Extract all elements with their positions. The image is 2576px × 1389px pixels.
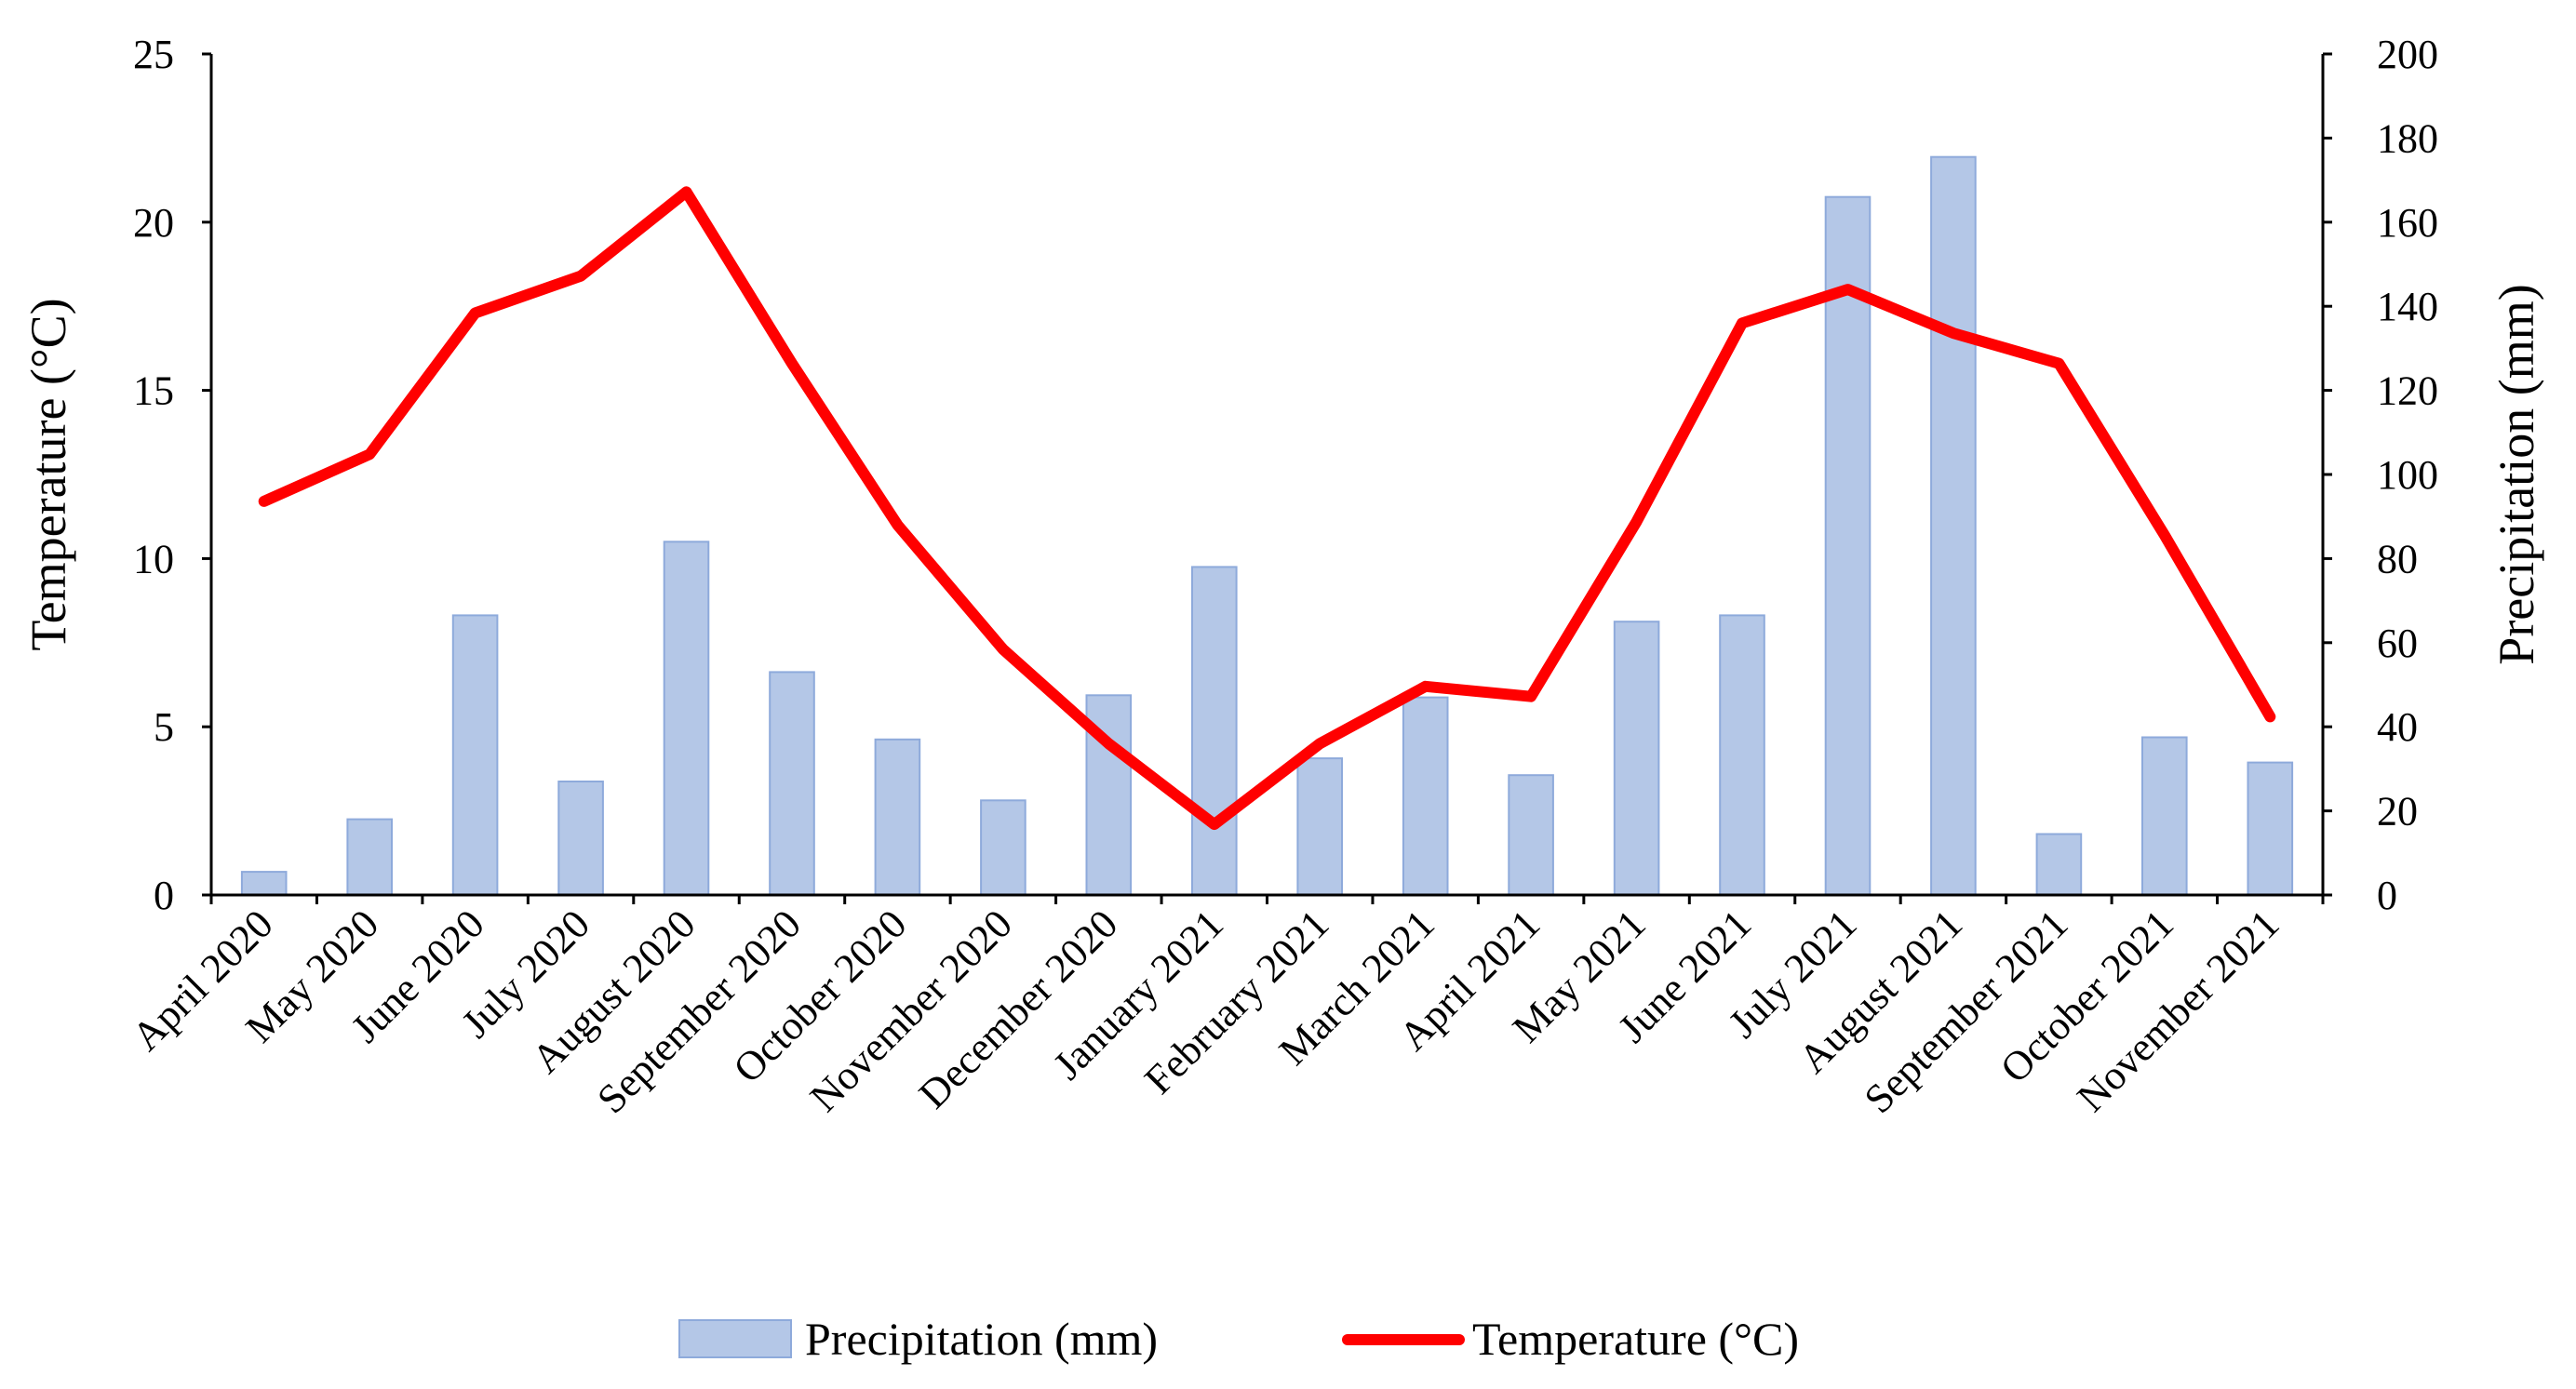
precipitation-bar [769, 671, 815, 897]
precipitation-bar [1508, 774, 1554, 897]
precipitation-bar [451, 614, 499, 897]
precipitation-bar [240, 871, 288, 896]
right-y-ticks: 0 20 40 60 80 100 120 140 160 180 200 [2323, 32, 2438, 918]
right-tick-label: 160 [2377, 200, 2438, 246]
left-tick-label: 0 [154, 873, 174, 918]
left-tick-label: 25 [133, 32, 174, 77]
axes [209, 54, 2325, 897]
right-tick-label: 100 [2377, 452, 2438, 498]
x-tick-label: February 2021 [1135, 901, 1337, 1102]
temperature-line [258, 186, 2276, 831]
legend-temperature-label: Temperature (°C) [1472, 1313, 1799, 1365]
right-axis-title: Precipitation (mm) [2489, 284, 2544, 664]
precipitation-bar [1824, 195, 1872, 896]
right-tick-label: 140 [2377, 284, 2438, 329]
legend: Precipitation (mm) Temperature (°C) [678, 1313, 1799, 1365]
right-tick-label: 200 [2377, 32, 2438, 77]
precipitation-bars [240, 155, 2294, 897]
precipitation-bar [663, 541, 710, 896]
left-axis-title: Temperature (°C) [20, 298, 76, 650]
precipitation-bar [874, 738, 921, 896]
precipitation-bar [346, 818, 393, 896]
precipitation-bar [2035, 833, 2083, 896]
right-tick-label: 20 [2377, 789, 2418, 835]
precipitation-bar [1930, 155, 1977, 896]
left-tick-label: 10 [133, 536, 174, 581]
left-y-ticks: 0 5 10 15 20 25 [133, 32, 211, 918]
legend-precipitation-swatch [678, 1319, 792, 1358]
precipitation-bar [1402, 696, 1449, 896]
left-tick-label: 15 [133, 368, 174, 414]
precipitation-bar [2247, 761, 2294, 896]
left-tick-label: 5 [154, 704, 174, 750]
precipitation-bar [1613, 621, 1660, 896]
precipitation-bar [557, 781, 604, 896]
right-tick-label: 0 [2377, 873, 2397, 918]
precipitation-bar [1191, 566, 1238, 897]
left-tick-label: 20 [133, 200, 174, 246]
legend-precipitation-label: Precipitation (mm) [805, 1313, 1158, 1365]
right-tick-label: 120 [2377, 368, 2438, 414]
temperature-line-layer [258, 186, 2276, 831]
precipitation-bar [1719, 614, 1765, 897]
precipitation-bar [2141, 736, 2188, 896]
precipitation-bar [980, 799, 1026, 896]
right-tick-label: 60 [2377, 621, 2418, 666]
right-tick-label: 80 [2377, 536, 2418, 581]
right-tick-label: 40 [2377, 704, 2418, 750]
right-tick-label: 180 [2377, 115, 2438, 161]
precipitation-bar [1296, 757, 1344, 896]
